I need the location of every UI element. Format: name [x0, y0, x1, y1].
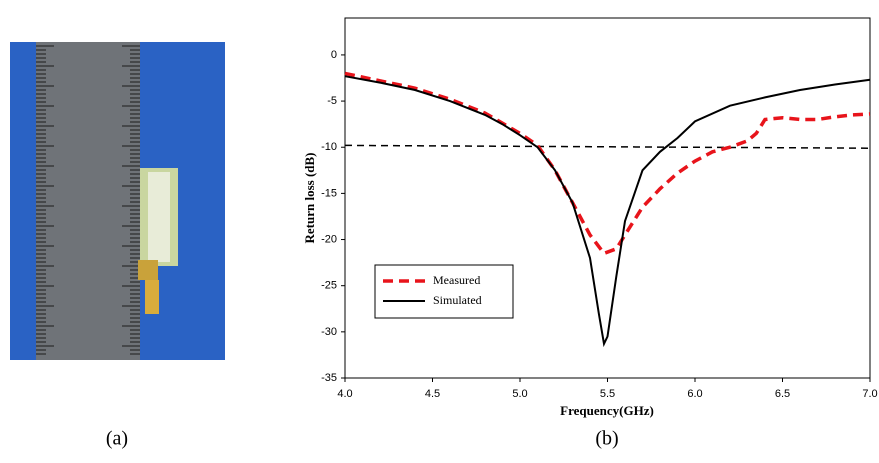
y-tick-label: -30 [321, 326, 337, 338]
series-line [344, 71, 871, 256]
threshold-line [344, 144, 871, 149]
legend-box [374, 264, 514, 319]
x-tick-label: 6.5 [775, 388, 790, 400]
series-line [344, 75, 871, 348]
y-tick-label: -5 [327, 95, 337, 107]
x-tick-label: 4.0 [337, 388, 352, 400]
caption: (b) [595, 428, 618, 450]
y-axis-label: Return loss (dB) [302, 152, 317, 243]
legend-label: Measured [433, 273, 480, 287]
y-tick-label: -20 [321, 233, 337, 245]
x-tick-label: 6.0 [687, 388, 702, 400]
y-tick-label: -15 [321, 187, 337, 199]
x-axis-label: Frequency(GHz) [560, 403, 654, 418]
y-tick-label: 0 [331, 49, 337, 61]
plot-frame [344, 17, 871, 379]
x-tick-label: 5.0 [512, 388, 527, 400]
x-tick-label: 7.0 [862, 388, 877, 400]
photo [10, 42, 225, 360]
legend-label: Simulated [433, 293, 482, 307]
y-tick-label: -35 [321, 372, 337, 384]
y-tick-label: -25 [321, 280, 337, 292]
y-tick-label: -10 [321, 141, 337, 153]
x-tick-label: 4.5 [425, 388, 440, 400]
caption: (a) [106, 428, 128, 450]
x-tick-label: 5.5 [600, 388, 615, 400]
